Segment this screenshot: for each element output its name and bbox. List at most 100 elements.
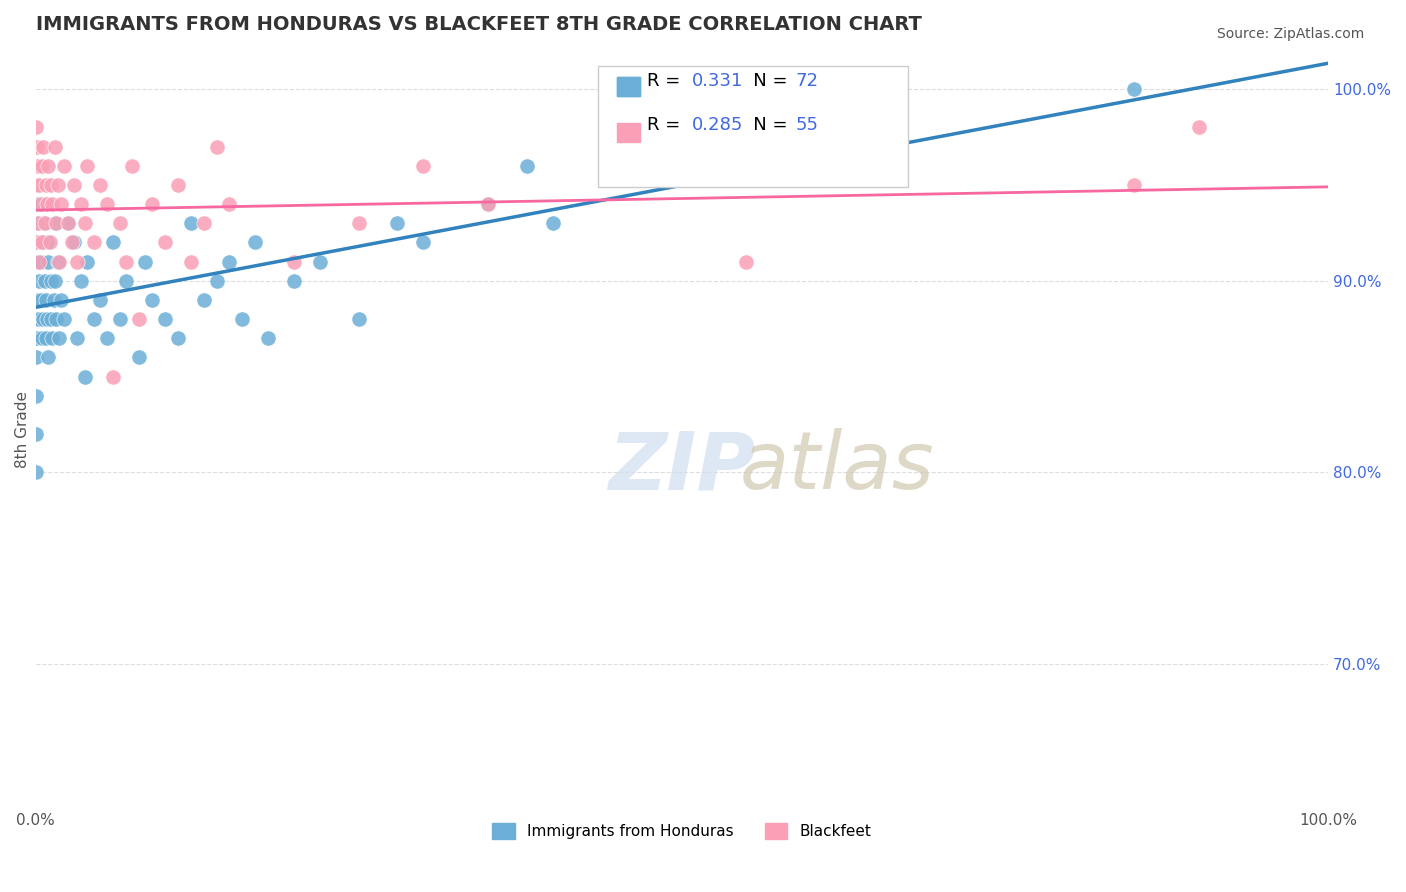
Point xyxy=(69,197,91,211)
Point xyxy=(28,235,51,250)
Point xyxy=(37,197,59,211)
Point xyxy=(218,254,240,268)
Point xyxy=(115,254,138,268)
Point xyxy=(83,312,105,326)
Point xyxy=(31,235,53,250)
Point xyxy=(37,312,59,326)
Point xyxy=(205,139,228,153)
Point xyxy=(24,120,46,135)
Point xyxy=(347,312,370,326)
Text: N =: N = xyxy=(737,116,793,135)
Point xyxy=(412,235,434,250)
Point xyxy=(24,427,46,442)
Point xyxy=(34,197,56,211)
Point xyxy=(1123,178,1146,192)
Point xyxy=(35,331,58,345)
Point xyxy=(44,216,66,230)
Point xyxy=(24,466,46,480)
Point xyxy=(180,216,202,230)
Point xyxy=(46,178,69,192)
Point xyxy=(24,312,46,326)
Point xyxy=(24,389,46,403)
Point xyxy=(66,254,89,268)
Point xyxy=(25,139,48,153)
Point xyxy=(231,312,253,326)
Point xyxy=(41,197,63,211)
Point xyxy=(48,331,70,345)
Y-axis label: 8th Grade: 8th Grade xyxy=(15,391,30,467)
Point xyxy=(89,178,111,192)
FancyBboxPatch shape xyxy=(598,66,908,187)
Point xyxy=(56,216,79,230)
Point xyxy=(42,293,65,307)
Text: 0.331: 0.331 xyxy=(692,72,744,90)
Point xyxy=(115,274,138,288)
Point xyxy=(45,312,67,326)
Point xyxy=(44,139,66,153)
Point xyxy=(205,274,228,288)
Point xyxy=(141,293,163,307)
Point xyxy=(541,216,564,230)
Point xyxy=(45,216,67,230)
Point xyxy=(53,312,76,326)
Point xyxy=(37,254,59,268)
Point xyxy=(108,312,131,326)
Point xyxy=(516,159,538,173)
Point xyxy=(41,331,63,345)
Point xyxy=(193,216,215,230)
Text: atlas: atlas xyxy=(740,428,935,506)
Point xyxy=(44,274,66,288)
Point xyxy=(1123,82,1146,96)
Point xyxy=(30,293,52,307)
Point xyxy=(108,216,131,230)
Point xyxy=(76,159,98,173)
Point xyxy=(24,159,46,173)
Point xyxy=(283,254,305,268)
Point xyxy=(134,254,156,268)
Point xyxy=(51,293,73,307)
Point xyxy=(180,254,202,268)
Point xyxy=(32,139,55,153)
Point xyxy=(141,197,163,211)
Point xyxy=(257,331,280,345)
Point xyxy=(60,235,83,250)
Point xyxy=(25,331,48,345)
Bar xyxy=(617,78,641,96)
Point xyxy=(34,216,56,230)
Point xyxy=(37,235,59,250)
Point xyxy=(31,159,53,173)
Point xyxy=(35,178,58,192)
Point xyxy=(387,216,409,230)
Text: IMMIGRANTS FROM HONDURAS VS BLACKFEET 8TH GRADE CORRELATION CHART: IMMIGRANTS FROM HONDURAS VS BLACKFEET 8T… xyxy=(35,15,921,34)
Point xyxy=(1188,120,1211,135)
Point xyxy=(153,235,176,250)
Point xyxy=(37,351,59,365)
Point xyxy=(101,235,124,250)
Point xyxy=(309,254,332,268)
Point xyxy=(35,293,58,307)
Text: 55: 55 xyxy=(796,116,818,135)
Point xyxy=(30,254,52,268)
Text: N =: N = xyxy=(737,72,793,90)
Point xyxy=(63,178,86,192)
Point xyxy=(477,197,499,211)
Point xyxy=(96,331,118,345)
Point xyxy=(28,312,51,326)
Point xyxy=(245,235,267,250)
Point xyxy=(347,216,370,230)
Point xyxy=(166,178,188,192)
Point xyxy=(38,235,60,250)
Point xyxy=(121,159,143,173)
Point xyxy=(48,254,70,268)
Point xyxy=(39,312,62,326)
Point xyxy=(73,216,96,230)
Point xyxy=(193,293,215,307)
Point xyxy=(32,216,55,230)
Point xyxy=(63,235,86,250)
Point xyxy=(24,235,46,250)
Point xyxy=(69,274,91,288)
Point xyxy=(34,274,56,288)
Point xyxy=(31,235,53,250)
Text: ZIP: ZIP xyxy=(609,428,755,506)
Point xyxy=(153,312,176,326)
